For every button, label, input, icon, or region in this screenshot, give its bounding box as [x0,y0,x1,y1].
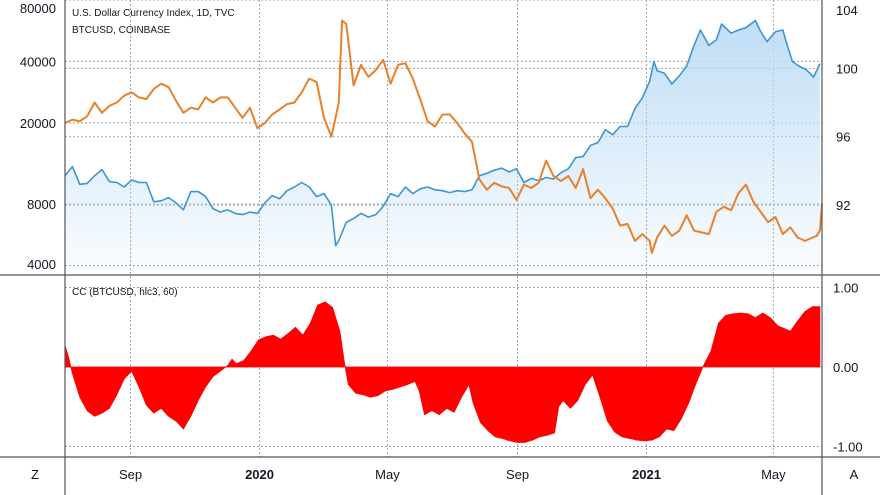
left-axis-tick-label: 4000 [27,257,56,272]
zoom-button[interactable]: Z [31,467,39,482]
dollar-index-line [64,19,823,254]
x-tick-label: Sep [506,467,529,482]
left-axis-tick-label: 8000 [27,197,56,212]
correlation-area-shape [64,301,821,443]
cc-axis-tick-label: 0.00 [833,360,858,375]
btc-price-line [64,19,821,247]
btc-area-fill [65,20,820,270]
compare-series-label: BTCUSD, COINBASE [72,25,171,36]
right-axis-tick-label: 104 [836,3,858,18]
auto-scale-button[interactable]: A [849,467,859,482]
indicator-title: CC (BTCUSD, hlc3, 60) [72,287,178,298]
series-lines [64,19,823,254]
cc-axis-tick-label: 1.00 [833,281,858,296]
right-axis-tick-label: 92 [836,198,850,213]
x-tick-label: May [375,467,400,482]
x-tick-label: 2020 [245,467,274,482]
cc-axis-tick-label: -1.00 [833,439,863,454]
x-tick-label: 2021 [632,467,661,482]
x-tick-label: May [761,467,786,482]
main-series-title: U.S. Dollar Currency Index, 1D, TVC [72,8,235,19]
right-axis-tick-label: 100 [836,61,858,76]
x-tick-label: Sep [119,467,142,482]
tick-labels: Sep 2020 May Sep 2021 May 4000 8000 20000 40000 80… [20,1,863,482]
right-axis-tick-label: 96 [836,130,850,145]
correlation-area [64,301,821,443]
left-axis-tick-label: 80000 [20,1,56,16]
left-axis-tick-label: 40000 [20,54,56,69]
btc-area-fill-shape [65,20,820,270]
left-axis-tick-label: 20000 [20,116,56,131]
